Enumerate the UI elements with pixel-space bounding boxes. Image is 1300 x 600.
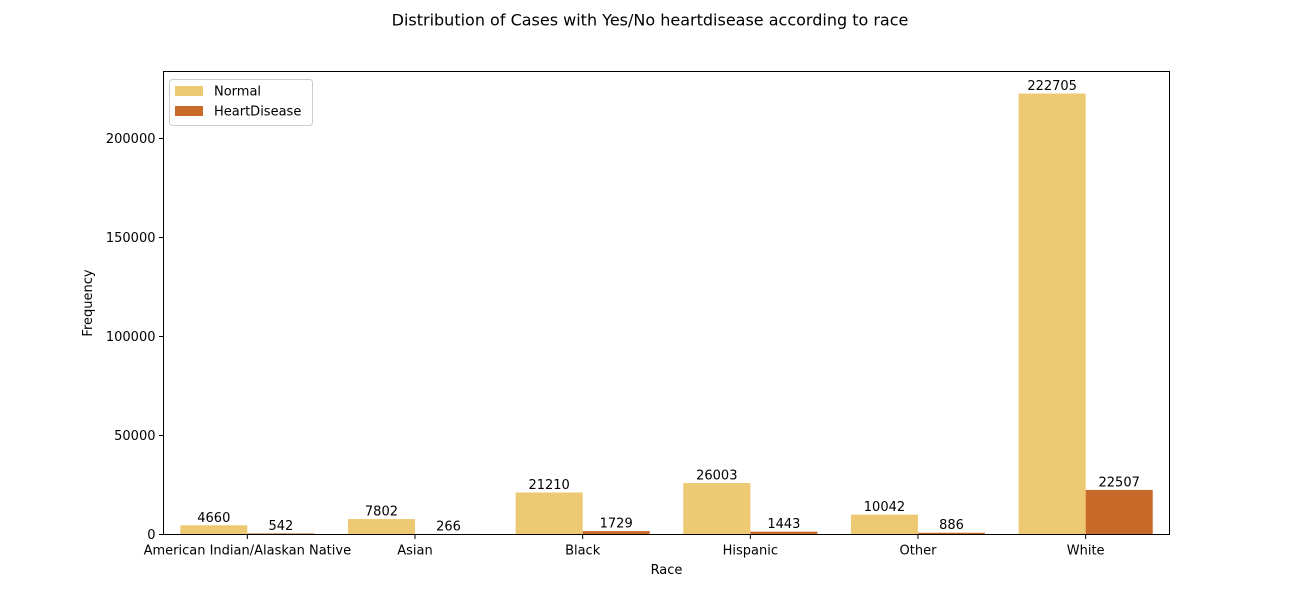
x-tick-label: Black <box>565 544 601 559</box>
legend: Normal HeartDisease <box>169 79 313 126</box>
y-tick-label: 100000 <box>106 330 156 345</box>
bar-heartdisease-4 <box>918 532 986 535</box>
bar-normal-4 <box>850 514 918 535</box>
legend-frame <box>169 79 313 126</box>
bars-group <box>180 93 1153 535</box>
bar-heartdisease-0 <box>247 533 315 535</box>
bar-value-label: 4660 <box>197 511 230 526</box>
bar-normal-1 <box>347 519 415 535</box>
bar-value-label: 7802 <box>365 505 398 520</box>
bar-normal-0 <box>180 525 248 535</box>
bar-value-label: 542 <box>268 519 293 534</box>
legend-swatch-heartdisease <box>175 106 203 116</box>
y-tick-label: 150000 <box>106 231 156 246</box>
bar-value-label: 10042 <box>864 500 905 515</box>
bar-heartdisease-3 <box>750 531 818 535</box>
bar-value-label: 22507 <box>1099 475 1140 490</box>
bar-value-labels: 4660 542 7802 266 21210 1729 26003 1443 10042 886… <box>197 79 1140 534</box>
x-tick-label: Hispanic <box>723 544 778 559</box>
bar-value-label: 21210 <box>528 478 569 493</box>
bar-heartdisease-2 <box>582 531 650 535</box>
legend-swatch-normal <box>175 86 203 96</box>
y-axis: 0 50000 100000 150000 200000 <box>106 132 164 543</box>
y-tick-label: 200000 <box>106 132 156 147</box>
x-tick-label: Other <box>900 544 938 559</box>
bar-value-label: 266 <box>436 519 461 534</box>
y-tick-label: 50000 <box>114 429 155 444</box>
bar-heartdisease-5 <box>1085 489 1153 535</box>
bar-normal-5 <box>1018 93 1086 535</box>
bar-value-label: 886 <box>939 518 964 533</box>
x-tick-label: White <box>1067 544 1105 559</box>
bar-value-label: 26003 <box>696 469 737 484</box>
bar-value-label: 222705 <box>1027 79 1077 94</box>
x-axis: American Indian/Alaskan Native Asian Black… <box>144 534 1105 559</box>
bar-value-label: 1443 <box>767 517 800 532</box>
chart-title: Distribution of Cases with Yes/No heartd… <box>392 11 909 30</box>
bar-normal-2 <box>515 492 583 535</box>
y-axis-label: Frequency <box>81 269 96 336</box>
x-tick-label: American Indian/Alaskan Native <box>144 544 352 559</box>
bar-normal-3 <box>683 483 751 535</box>
plot-frame <box>163 71 1170 535</box>
legend-label-heartdisease: HeartDisease <box>214 105 301 120</box>
bar-value-label: 1729 <box>600 517 633 532</box>
x-tick-label: Asian <box>397 544 432 559</box>
x-axis-label: Race <box>651 563 683 578</box>
y-tick-label: 0 <box>147 528 155 543</box>
legend-label-normal: Normal <box>214 85 261 100</box>
